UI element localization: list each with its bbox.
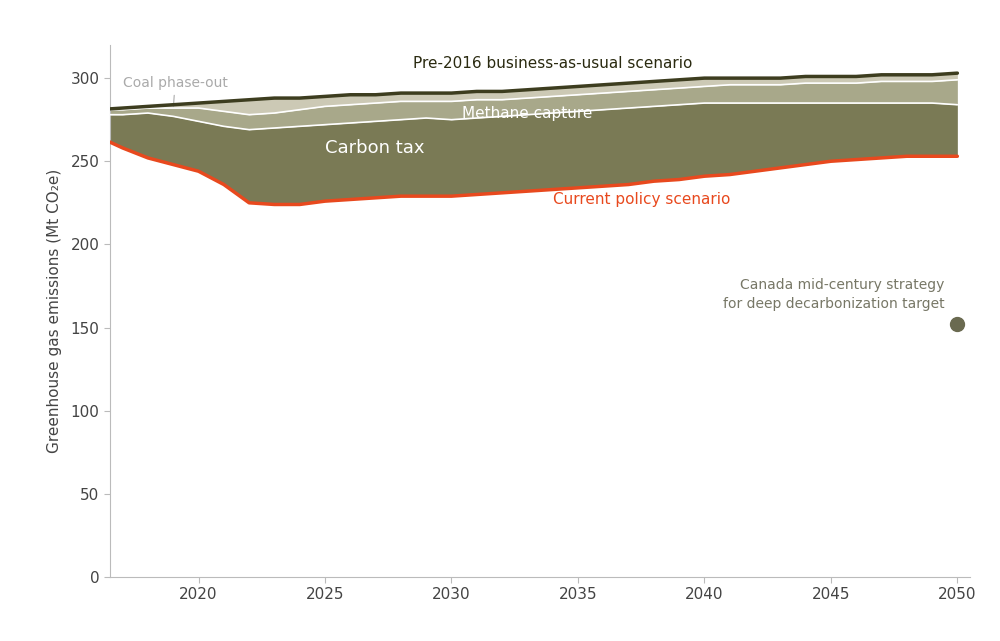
Text: Current policy scenario: Current policy scenario — [553, 192, 730, 207]
Text: Methane capture: Methane capture — [462, 106, 593, 121]
Text: / /: / / — [0, 640, 1, 641]
Text: Coal phase-out: Coal phase-out — [123, 76, 228, 107]
Text: Carbon tax: Carbon tax — [325, 139, 425, 157]
Text: Pre-2016 business-as-usual scenario: Pre-2016 business-as-usual scenario — [413, 56, 692, 71]
Y-axis label: Greenhouse gas emissions (Mt CO₂e): Greenhouse gas emissions (Mt CO₂e) — [47, 169, 62, 453]
Text: Canada mid-century strategy
for deep decarbonization target: Canada mid-century strategy for deep dec… — [723, 278, 945, 311]
